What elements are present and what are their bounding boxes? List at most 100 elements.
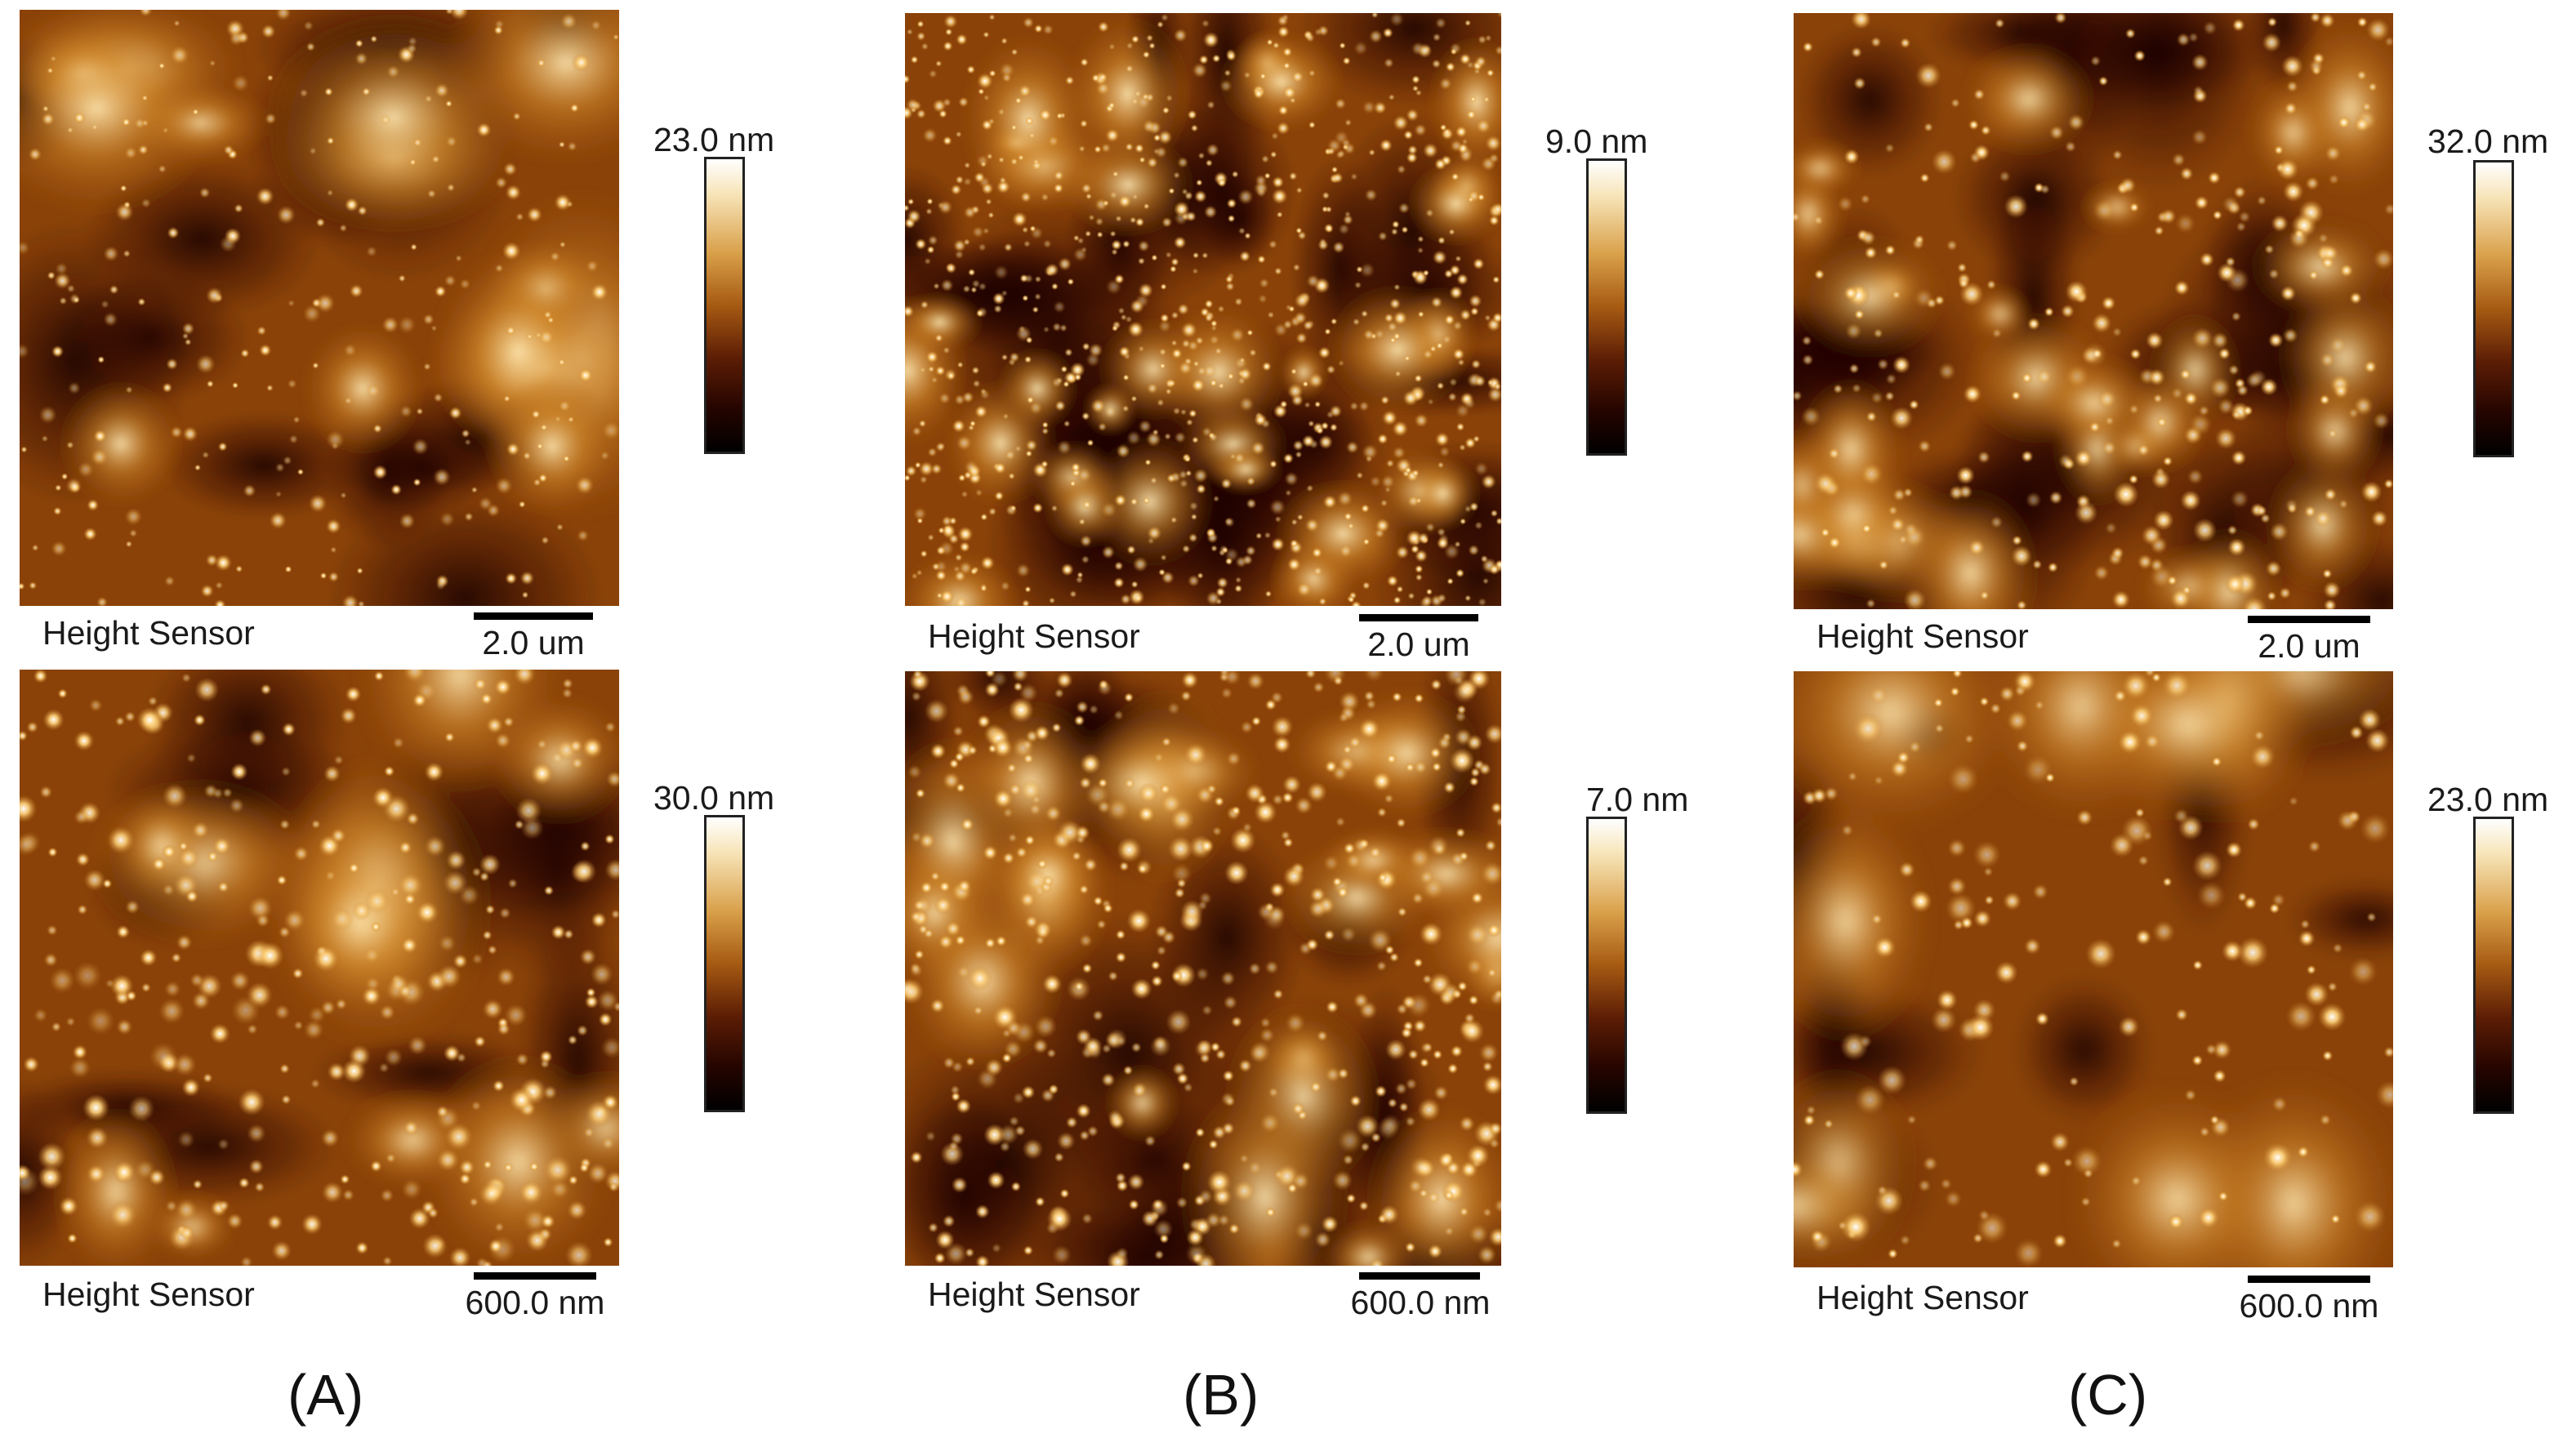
afm-particle bbox=[1024, 835, 1036, 846]
afm-particle bbox=[2047, 562, 2058, 573]
afm-particle bbox=[1344, 118, 1353, 127]
afm-particle bbox=[328, 571, 340, 582]
afm-particle bbox=[2003, 891, 2022, 911]
afm-particle bbox=[1203, 205, 1218, 219]
afm-particle bbox=[1397, 164, 1406, 175]
afm-particle bbox=[1036, 858, 1048, 870]
afm-particle bbox=[2265, 560, 2282, 577]
afm-particle bbox=[1150, 960, 1161, 971]
afm-particle bbox=[1161, 737, 1172, 747]
afm-particle bbox=[1947, 839, 1967, 858]
afm-particle bbox=[1371, 13, 1379, 19]
afm-particle bbox=[1238, 227, 1246, 235]
afm-particle bbox=[365, 383, 381, 399]
afm-particle bbox=[1134, 143, 1144, 154]
afm-particle bbox=[1024, 586, 1032, 593]
afm-particle bbox=[1076, 1103, 1091, 1119]
afm-particle bbox=[2083, 1168, 2093, 1179]
afm-particle bbox=[1926, 297, 1937, 309]
afm-particle bbox=[1093, 896, 1103, 906]
afm-particle bbox=[2085, 938, 2116, 969]
afm-particle bbox=[507, 878, 518, 888]
afm-particle bbox=[1182, 545, 1191, 554]
afm-particle bbox=[1181, 188, 1188, 195]
afm-particle bbox=[1979, 697, 1990, 707]
afm-particle bbox=[596, 989, 619, 1012]
afm-particle bbox=[1053, 170, 1064, 181]
afm-particle bbox=[1269, 882, 1286, 898]
afm-particle bbox=[1417, 532, 1429, 545]
afm-particle bbox=[202, 451, 210, 459]
afm-particle bbox=[1371, 770, 1393, 792]
afm-particle bbox=[1496, 517, 1501, 525]
afm-particle bbox=[2128, 703, 2155, 728]
afm-particle bbox=[530, 761, 555, 786]
caption-a: (A) bbox=[288, 1363, 364, 1427]
afm-particle bbox=[1914, 234, 1925, 245]
afm-particle bbox=[2032, 559, 2043, 570]
afm-particle bbox=[1302, 381, 1309, 388]
afm-particle bbox=[1134, 217, 1145, 227]
afm-particle bbox=[1443, 543, 1460, 560]
afm-particle bbox=[1130, 299, 1144, 314]
afm-particle bbox=[567, 416, 575, 423]
afm-particle bbox=[1321, 1215, 1339, 1233]
afm-particle bbox=[1427, 1191, 1441, 1204]
afm-particle bbox=[2356, 69, 2368, 81]
afm-particle bbox=[1270, 691, 1284, 704]
afm-particle bbox=[579, 1162, 590, 1173]
afm-particle bbox=[984, 937, 996, 949]
afm-particle bbox=[1253, 88, 1264, 100]
afm-particle bbox=[1324, 327, 1331, 336]
afm-particle bbox=[471, 866, 482, 878]
afm-particle bbox=[1157, 399, 1165, 407]
afm-particle bbox=[1473, 68, 1481, 75]
afm-particle bbox=[1243, 71, 1251, 79]
afm-particle bbox=[2268, 332, 2284, 348]
afm-particle bbox=[1403, 354, 1411, 362]
afm-particle bbox=[1375, 1084, 1388, 1098]
afm-particle bbox=[1390, 228, 1398, 236]
afm-particle bbox=[1464, 437, 1477, 449]
afm-particle bbox=[1919, 172, 1930, 184]
afm-particle bbox=[555, 415, 562, 423]
afm-particle bbox=[1138, 419, 1152, 434]
afm-particle bbox=[503, 162, 518, 176]
afm-particle bbox=[339, 224, 348, 233]
afm-particle bbox=[256, 913, 270, 928]
afm-particle bbox=[378, 1062, 390, 1074]
afm-particle bbox=[164, 980, 181, 998]
afm-particle bbox=[287, 379, 297, 389]
afm-particle bbox=[1422, 142, 1438, 158]
afm-particle bbox=[1468, 544, 1480, 556]
afm-particle bbox=[1407, 145, 1418, 155]
afm-particle bbox=[1460, 1160, 1478, 1179]
afm-particle bbox=[1217, 305, 1225, 313]
afm-particle bbox=[77, 904, 88, 915]
afm-particle bbox=[1237, 376, 1246, 385]
afm-particle bbox=[1473, 257, 1485, 270]
afm-particle bbox=[494, 19, 505, 29]
afm-particle bbox=[372, 786, 394, 809]
afm-particle bbox=[980, 585, 987, 592]
afm-particle bbox=[164, 575, 176, 587]
afm-particle bbox=[1273, 735, 1291, 754]
afm-particle bbox=[494, 1222, 505, 1232]
afm-particle bbox=[235, 565, 243, 573]
afm-particle bbox=[301, 1213, 323, 1236]
afm-particle bbox=[1264, 960, 1279, 975]
afm-particle bbox=[1272, 176, 1285, 189]
afm-particle bbox=[1316, 426, 1324, 434]
afm-particle bbox=[2154, 225, 2164, 236]
afm-particle bbox=[1038, 108, 1052, 122]
afm-particle bbox=[2074, 501, 2098, 525]
afm-particle bbox=[482, 999, 503, 1020]
afm-particle bbox=[1495, 45, 1501, 56]
afm-particle bbox=[1159, 363, 1166, 370]
afm-particle bbox=[1488, 1138, 1500, 1149]
afm-particle bbox=[1223, 671, 1241, 686]
afm-particle bbox=[1477, 193, 1486, 202]
afm-particle bbox=[1433, 842, 1446, 857]
afm-particle bbox=[2209, 1115, 2220, 1125]
afm-particle bbox=[1884, 391, 1895, 402]
